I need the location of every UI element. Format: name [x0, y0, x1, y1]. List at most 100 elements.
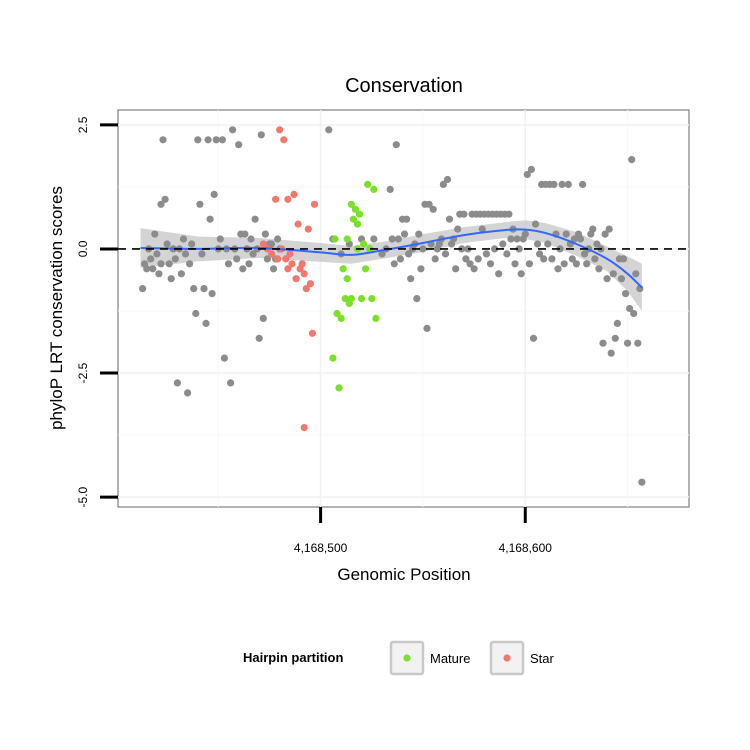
- data-point-other: [593, 240, 601, 248]
- data-point-mature: [355, 210, 364, 218]
- data-point-other: [241, 230, 249, 238]
- data-point-mature: [337, 314, 345, 322]
- data-point-other: [161, 195, 169, 203]
- data-point-other: [407, 275, 415, 283]
- data-point-other: [513, 235, 521, 243]
- data-point-other: [589, 225, 597, 233]
- x-tick-label: 4,168,600: [499, 541, 553, 555]
- data-point-mature: [372, 314, 380, 322]
- y-tick-label: -5.0: [76, 486, 90, 507]
- data-point-other: [229, 126, 237, 134]
- data-point-mature: [368, 295, 376, 303]
- data-point-other: [511, 260, 519, 268]
- data-point-mature: [349, 215, 357, 223]
- chart-title: Conservation: [345, 75, 463, 97]
- data-point-other: [534, 240, 542, 248]
- data-point-other: [206, 215, 214, 223]
- data-point-star: [288, 260, 296, 268]
- data-point-star: [282, 255, 290, 263]
- data-point-other: [601, 230, 609, 238]
- data-point-other: [167, 275, 175, 283]
- data-point-star: [304, 225, 312, 233]
- data-point-other: [622, 290, 630, 298]
- data-point-other: [560, 260, 568, 268]
- data-point-other: [462, 255, 470, 263]
- data-point-other: [188, 240, 196, 248]
- legend-entry-mature: Mature: [389, 640, 470, 676]
- data-point-other: [239, 265, 247, 273]
- data-point-other: [390, 260, 398, 268]
- data-point-other: [235, 141, 243, 149]
- data-point-mature: [331, 235, 339, 243]
- data-point-other: [155, 270, 163, 278]
- data-point-other: [179, 235, 188, 243]
- data-point-other: [251, 215, 259, 223]
- data-point-other: [628, 156, 636, 164]
- data-point-star: [280, 136, 288, 144]
- data-point-other: [163, 240, 171, 248]
- data-point-other: [521, 230, 529, 238]
- data-point-other: [634, 339, 642, 347]
- data-point-other: [529, 334, 538, 342]
- data-point-other: [572, 260, 581, 268]
- data-point-other: [564, 180, 572, 188]
- data-point-other: [245, 260, 253, 268]
- data-point-mature: [366, 245, 374, 253]
- data-point-other: [159, 136, 167, 144]
- x-axis-title: Genomic Position: [337, 565, 470, 584]
- data-point-other: [531, 220, 540, 228]
- data-point-mature: [335, 384, 343, 392]
- data-point-mature: [333, 309, 341, 318]
- data-point-other: [611, 334, 619, 342]
- data-point-other: [439, 180, 447, 188]
- data-point-other: [503, 250, 511, 258]
- y-tick-label: -2.5: [76, 362, 90, 383]
- legend-label-mature: Mature: [430, 651, 470, 666]
- data-point-other: [153, 250, 161, 258]
- data-point-other: [599, 339, 607, 347]
- data-point-other: [550, 180, 558, 188]
- data-point-other: [595, 265, 603, 273]
- data-point-other: [198, 250, 206, 258]
- plot-panel: [117, 109, 690, 508]
- data-point-other: [452, 265, 460, 273]
- data-point-other: [267, 240, 276, 248]
- data-point-other: [204, 136, 212, 144]
- data-point-star: [284, 195, 292, 203]
- data-point-other: [460, 210, 468, 218]
- data-point-other: [607, 349, 615, 357]
- data-point-mature: [353, 220, 362, 228]
- data-point-other: [149, 265, 157, 273]
- data-point-other: [165, 260, 173, 268]
- data-point-other: [624, 339, 632, 347]
- data-point-star: [310, 200, 319, 208]
- y-tick-label: 2.5: [76, 116, 90, 133]
- data-point-other: [190, 285, 198, 293]
- data-point-other: [638, 478, 646, 486]
- data-point-other: [261, 230, 269, 238]
- data-point-star: [302, 285, 310, 293]
- data-point-other: [554, 265, 562, 273]
- data-point-other: [177, 270, 185, 278]
- data-point-other: [157, 260, 165, 268]
- data-point-other: [613, 319, 622, 327]
- data-point-star: [259, 240, 267, 248]
- data-point-other: [495, 270, 503, 278]
- data-point-other: [548, 255, 556, 263]
- data-point-other: [196, 200, 204, 208]
- data-point-other: [233, 255, 241, 263]
- data-point-mature: [339, 265, 347, 273]
- data-point-other: [474, 255, 482, 263]
- legend-entry-star: Star: [489, 640, 555, 676]
- data-point-mature: [370, 185, 378, 193]
- data-point-other: [536, 250, 544, 258]
- data-point-other: [581, 250, 589, 258]
- data-point-other: [478, 225, 486, 233]
- data-point-other: [224, 260, 233, 268]
- data-point-other: [583, 260, 591, 268]
- data-point-star: [276, 126, 284, 134]
- data-point-other: [202, 319, 210, 327]
- data-point-other: [208, 290, 216, 298]
- data-point-other: [257, 131, 265, 139]
- legend-dot-mature: [403, 654, 411, 662]
